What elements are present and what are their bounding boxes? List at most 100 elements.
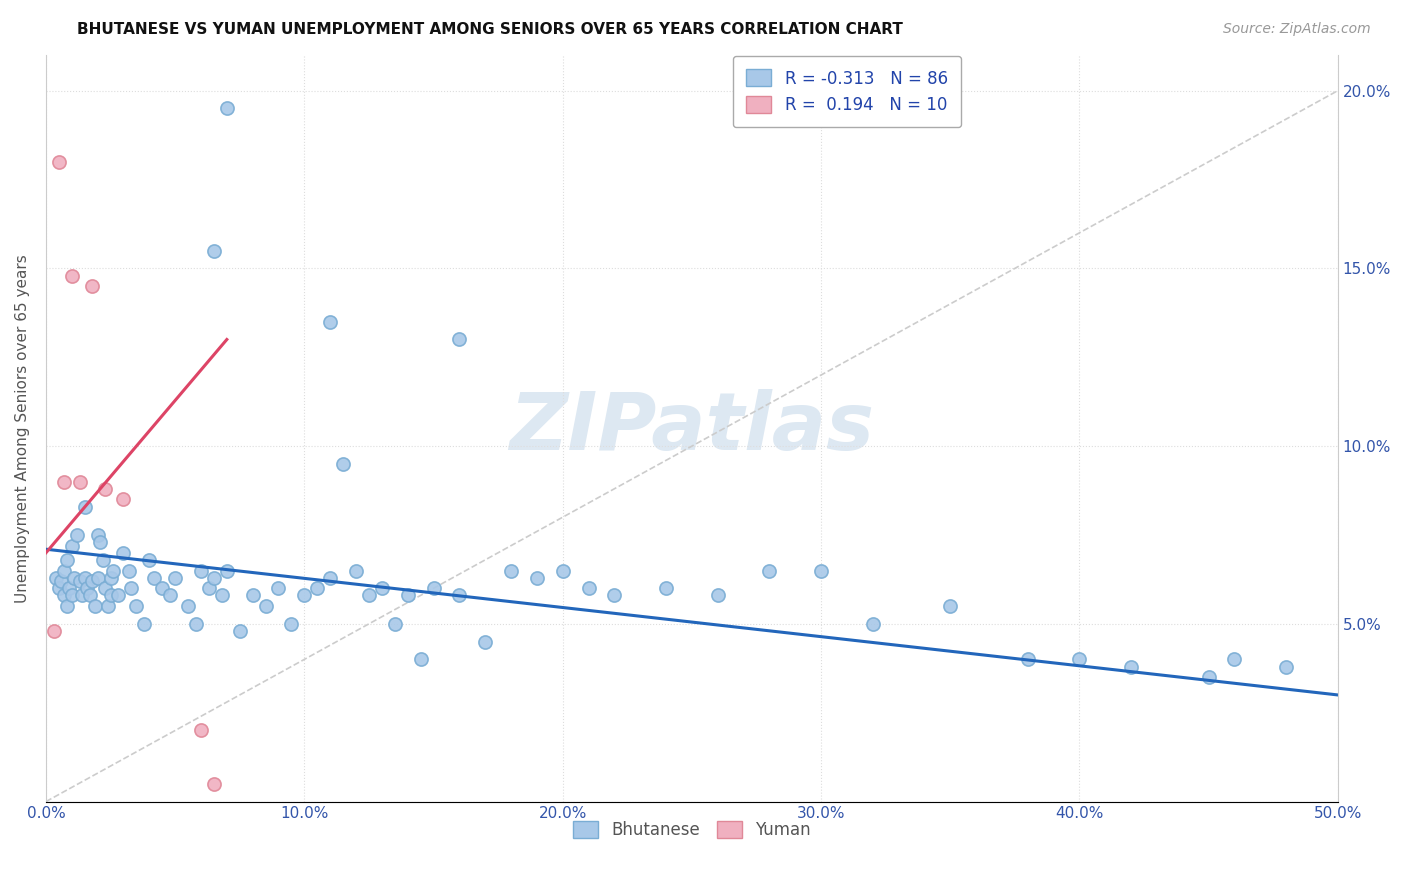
Point bbox=[58, 582, 80, 596]
Point bbox=[120, 582, 142, 596]
Point bbox=[215, 564, 238, 578]
Point bbox=[499, 564, 522, 578]
Point bbox=[1017, 652, 1039, 666]
Point bbox=[53, 564, 76, 578]
Point bbox=[578, 582, 600, 596]
Point bbox=[1223, 652, 1246, 666]
Point bbox=[42, 624, 65, 638]
Point bbox=[190, 564, 212, 578]
Point bbox=[229, 624, 252, 638]
Point bbox=[73, 571, 96, 585]
Point bbox=[319, 315, 342, 329]
Point bbox=[53, 589, 76, 603]
Point bbox=[939, 599, 962, 613]
Point bbox=[1119, 659, 1142, 673]
Point bbox=[55, 553, 77, 567]
Point bbox=[134, 616, 156, 631]
Point bbox=[97, 599, 120, 613]
Point bbox=[69, 574, 91, 589]
Point bbox=[91, 553, 114, 567]
Point bbox=[422, 582, 444, 596]
Point bbox=[474, 634, 496, 648]
Point bbox=[100, 571, 122, 585]
Point bbox=[45, 571, 67, 585]
Point bbox=[101, 564, 124, 578]
Point bbox=[125, 599, 148, 613]
Point bbox=[73, 500, 96, 514]
Point bbox=[48, 582, 70, 596]
Point bbox=[706, 589, 728, 603]
Legend: Bhutanese, Yuman: Bhutanese, Yuman bbox=[567, 814, 817, 846]
Text: BHUTANESE VS YUMAN UNEMPLOYMENT AMONG SENIORS OVER 65 YEARS CORRELATION CHART: BHUTANESE VS YUMAN UNEMPLOYMENT AMONG SE… bbox=[77, 22, 903, 37]
Point bbox=[215, 102, 238, 116]
Point bbox=[384, 616, 406, 631]
Point bbox=[84, 599, 107, 613]
Point bbox=[758, 564, 780, 578]
Point bbox=[51, 574, 73, 589]
Point bbox=[60, 589, 83, 603]
Point bbox=[202, 571, 225, 585]
Point bbox=[76, 582, 98, 596]
Point bbox=[254, 599, 277, 613]
Point bbox=[190, 723, 212, 738]
Point bbox=[100, 589, 122, 603]
Point bbox=[107, 589, 129, 603]
Point bbox=[862, 616, 884, 631]
Point bbox=[184, 616, 207, 631]
Point bbox=[112, 546, 135, 560]
Point bbox=[82, 279, 104, 293]
Point bbox=[371, 582, 394, 596]
Point bbox=[603, 589, 626, 603]
Point bbox=[332, 457, 354, 471]
Text: ZIPatlas: ZIPatlas bbox=[509, 389, 875, 467]
Point bbox=[86, 571, 108, 585]
Point bbox=[89, 535, 111, 549]
Point bbox=[1069, 652, 1091, 666]
Point bbox=[1198, 670, 1220, 684]
Point bbox=[655, 582, 678, 596]
Point bbox=[357, 589, 380, 603]
Point bbox=[82, 574, 104, 589]
Point bbox=[55, 599, 77, 613]
Point bbox=[48, 154, 70, 169]
Point bbox=[280, 616, 302, 631]
Point bbox=[159, 589, 181, 603]
Point bbox=[202, 244, 225, 258]
Point bbox=[60, 268, 83, 283]
Point bbox=[409, 652, 432, 666]
Point bbox=[449, 333, 471, 347]
Point bbox=[449, 589, 471, 603]
Point bbox=[319, 571, 342, 585]
Point bbox=[165, 571, 187, 585]
Point bbox=[292, 589, 315, 603]
Point bbox=[526, 571, 548, 585]
Point bbox=[79, 589, 101, 603]
Point bbox=[94, 482, 117, 496]
Point bbox=[307, 582, 329, 596]
Point bbox=[202, 777, 225, 791]
Point bbox=[211, 589, 233, 603]
Point bbox=[112, 492, 135, 507]
Point bbox=[810, 564, 832, 578]
Point bbox=[94, 582, 117, 596]
Point bbox=[53, 475, 76, 489]
Point bbox=[396, 589, 419, 603]
Point bbox=[177, 599, 200, 613]
Point bbox=[63, 571, 86, 585]
Point bbox=[242, 589, 264, 603]
Point bbox=[150, 582, 173, 596]
Point bbox=[197, 582, 219, 596]
Point bbox=[1275, 659, 1298, 673]
Point bbox=[66, 528, 89, 542]
Point bbox=[551, 564, 574, 578]
Point bbox=[267, 582, 290, 596]
Point bbox=[70, 589, 93, 603]
Text: Source: ZipAtlas.com: Source: ZipAtlas.com bbox=[1223, 22, 1371, 37]
Point bbox=[138, 553, 160, 567]
Point bbox=[86, 528, 108, 542]
Y-axis label: Unemployment Among Seniors over 65 years: Unemployment Among Seniors over 65 years bbox=[15, 254, 30, 603]
Point bbox=[60, 539, 83, 553]
Point bbox=[143, 571, 166, 585]
Point bbox=[69, 475, 91, 489]
Point bbox=[117, 564, 139, 578]
